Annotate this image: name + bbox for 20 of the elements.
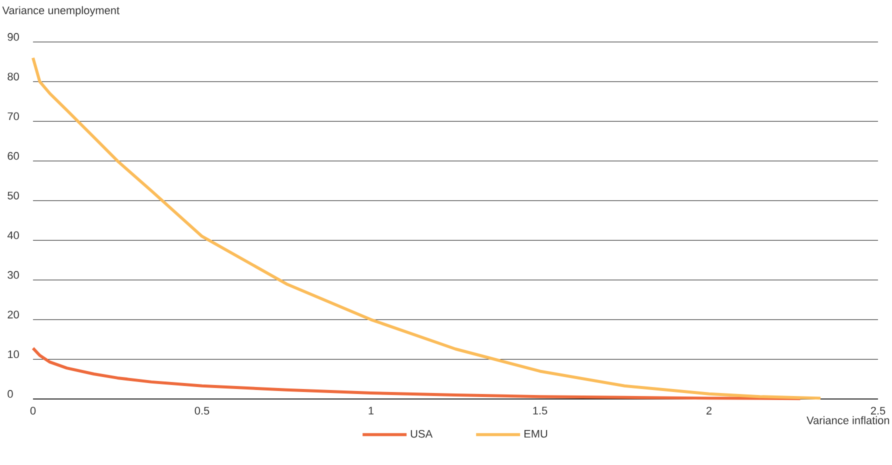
legend-label: USA [410,430,433,438]
x-tick-label: 1 [368,406,374,414]
x-tick-label: 2 [706,406,712,414]
y-tick-label: 10 [8,350,19,358]
y-tick-label: 40 [7,231,19,240]
x-tick-label: 2.5 [870,406,886,415]
x-tick-label: 0.5 [194,406,210,415]
x-tick-label: 1.5 [533,406,548,414]
x-axis-title: Variance inflation [806,416,890,424]
y-tick-label: 90 [8,33,19,41]
y-tick-label: 50 [8,192,19,200]
y-tick-label: 80 [8,72,19,80]
x-tick-label: 0 [30,406,36,415]
y-tick-label: 20 [8,310,19,318]
legend-label: EMU [524,430,548,438]
y-tick-label: 70 [8,112,19,120]
y-tick-label: 30 [8,271,19,279]
y-tick-label: 60 [8,152,19,160]
y-tick-label: 0 [8,390,13,398]
y-axis-title: Variance unemployment [2,6,120,16]
